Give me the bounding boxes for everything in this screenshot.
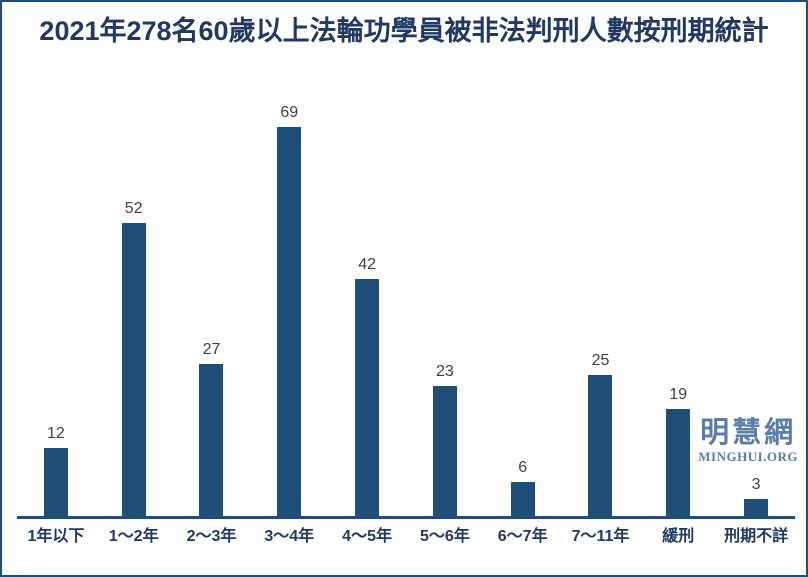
chart-title: 2021年278名60歲以上法輪功學員被非法判刑人數按刑期統計 xyxy=(39,16,769,46)
minghui-watermark: 明慧網 MINGHUI.ORG xyxy=(698,417,798,464)
bar-value-label: 25 xyxy=(591,352,610,369)
bar-value-label: 19 xyxy=(669,386,688,403)
category-label: 1～2年 xyxy=(108,528,159,545)
bar-value-label: 52 xyxy=(124,200,143,217)
bar-group: 23 xyxy=(406,71,484,516)
x-axis-labels-row: 1年以下 1～2年 2～3年 3～4年 4～5年 5～6年 6～7年 7～11年 緩刑 刑期不詳 xyxy=(17,526,795,548)
bar-value-label: 12 xyxy=(47,425,65,442)
bar xyxy=(744,499,769,516)
bar-group: 69 xyxy=(250,71,328,516)
category-label: 3～4年 xyxy=(264,528,315,545)
bar xyxy=(432,386,457,516)
bar xyxy=(666,409,691,516)
bar xyxy=(588,375,613,516)
bar-group: 6 xyxy=(484,71,562,516)
category-label: 7～11年 xyxy=(571,528,630,545)
category-label: 緩刑 xyxy=(662,528,695,545)
minghui-logo-latin: MINGHUI.ORG xyxy=(698,449,798,464)
bar-value-label: 42 xyxy=(358,256,376,273)
x-axis-line xyxy=(17,516,795,519)
bar xyxy=(121,223,146,516)
bar-group: 3 xyxy=(717,71,795,516)
minghui-logo-chinese: 明慧網 xyxy=(700,417,797,449)
bar xyxy=(355,279,380,516)
bar xyxy=(510,482,535,516)
bar xyxy=(199,364,224,516)
bar-value-label: 69 xyxy=(280,104,299,121)
bar-value-label: 27 xyxy=(202,341,221,358)
category-label: 5～6年 xyxy=(419,528,470,545)
bar-group: 19 xyxy=(639,71,717,516)
category-label: 6～7年 xyxy=(497,528,548,545)
bar-value-label: 23 xyxy=(435,363,454,380)
bar-group: 12 xyxy=(17,71,95,516)
bar xyxy=(43,448,68,516)
category-label: 4～5年 xyxy=(342,528,392,545)
category-label: 刑期不詳 xyxy=(724,528,789,545)
bar xyxy=(277,127,302,516)
category-label: 2～3年 xyxy=(186,528,237,545)
plot-area: 12 52 27 69 42 23 6 25 19 3 xyxy=(17,71,795,516)
bar-group: 42 xyxy=(328,71,406,516)
bar-group: 25 xyxy=(562,71,640,516)
bar-value-label: 3 xyxy=(751,476,761,493)
bar-value-label: 6 xyxy=(518,459,528,476)
bar-group: 27 xyxy=(173,71,251,516)
bar-group: 52 xyxy=(95,71,173,516)
category-label: 1年以下 xyxy=(27,528,85,545)
